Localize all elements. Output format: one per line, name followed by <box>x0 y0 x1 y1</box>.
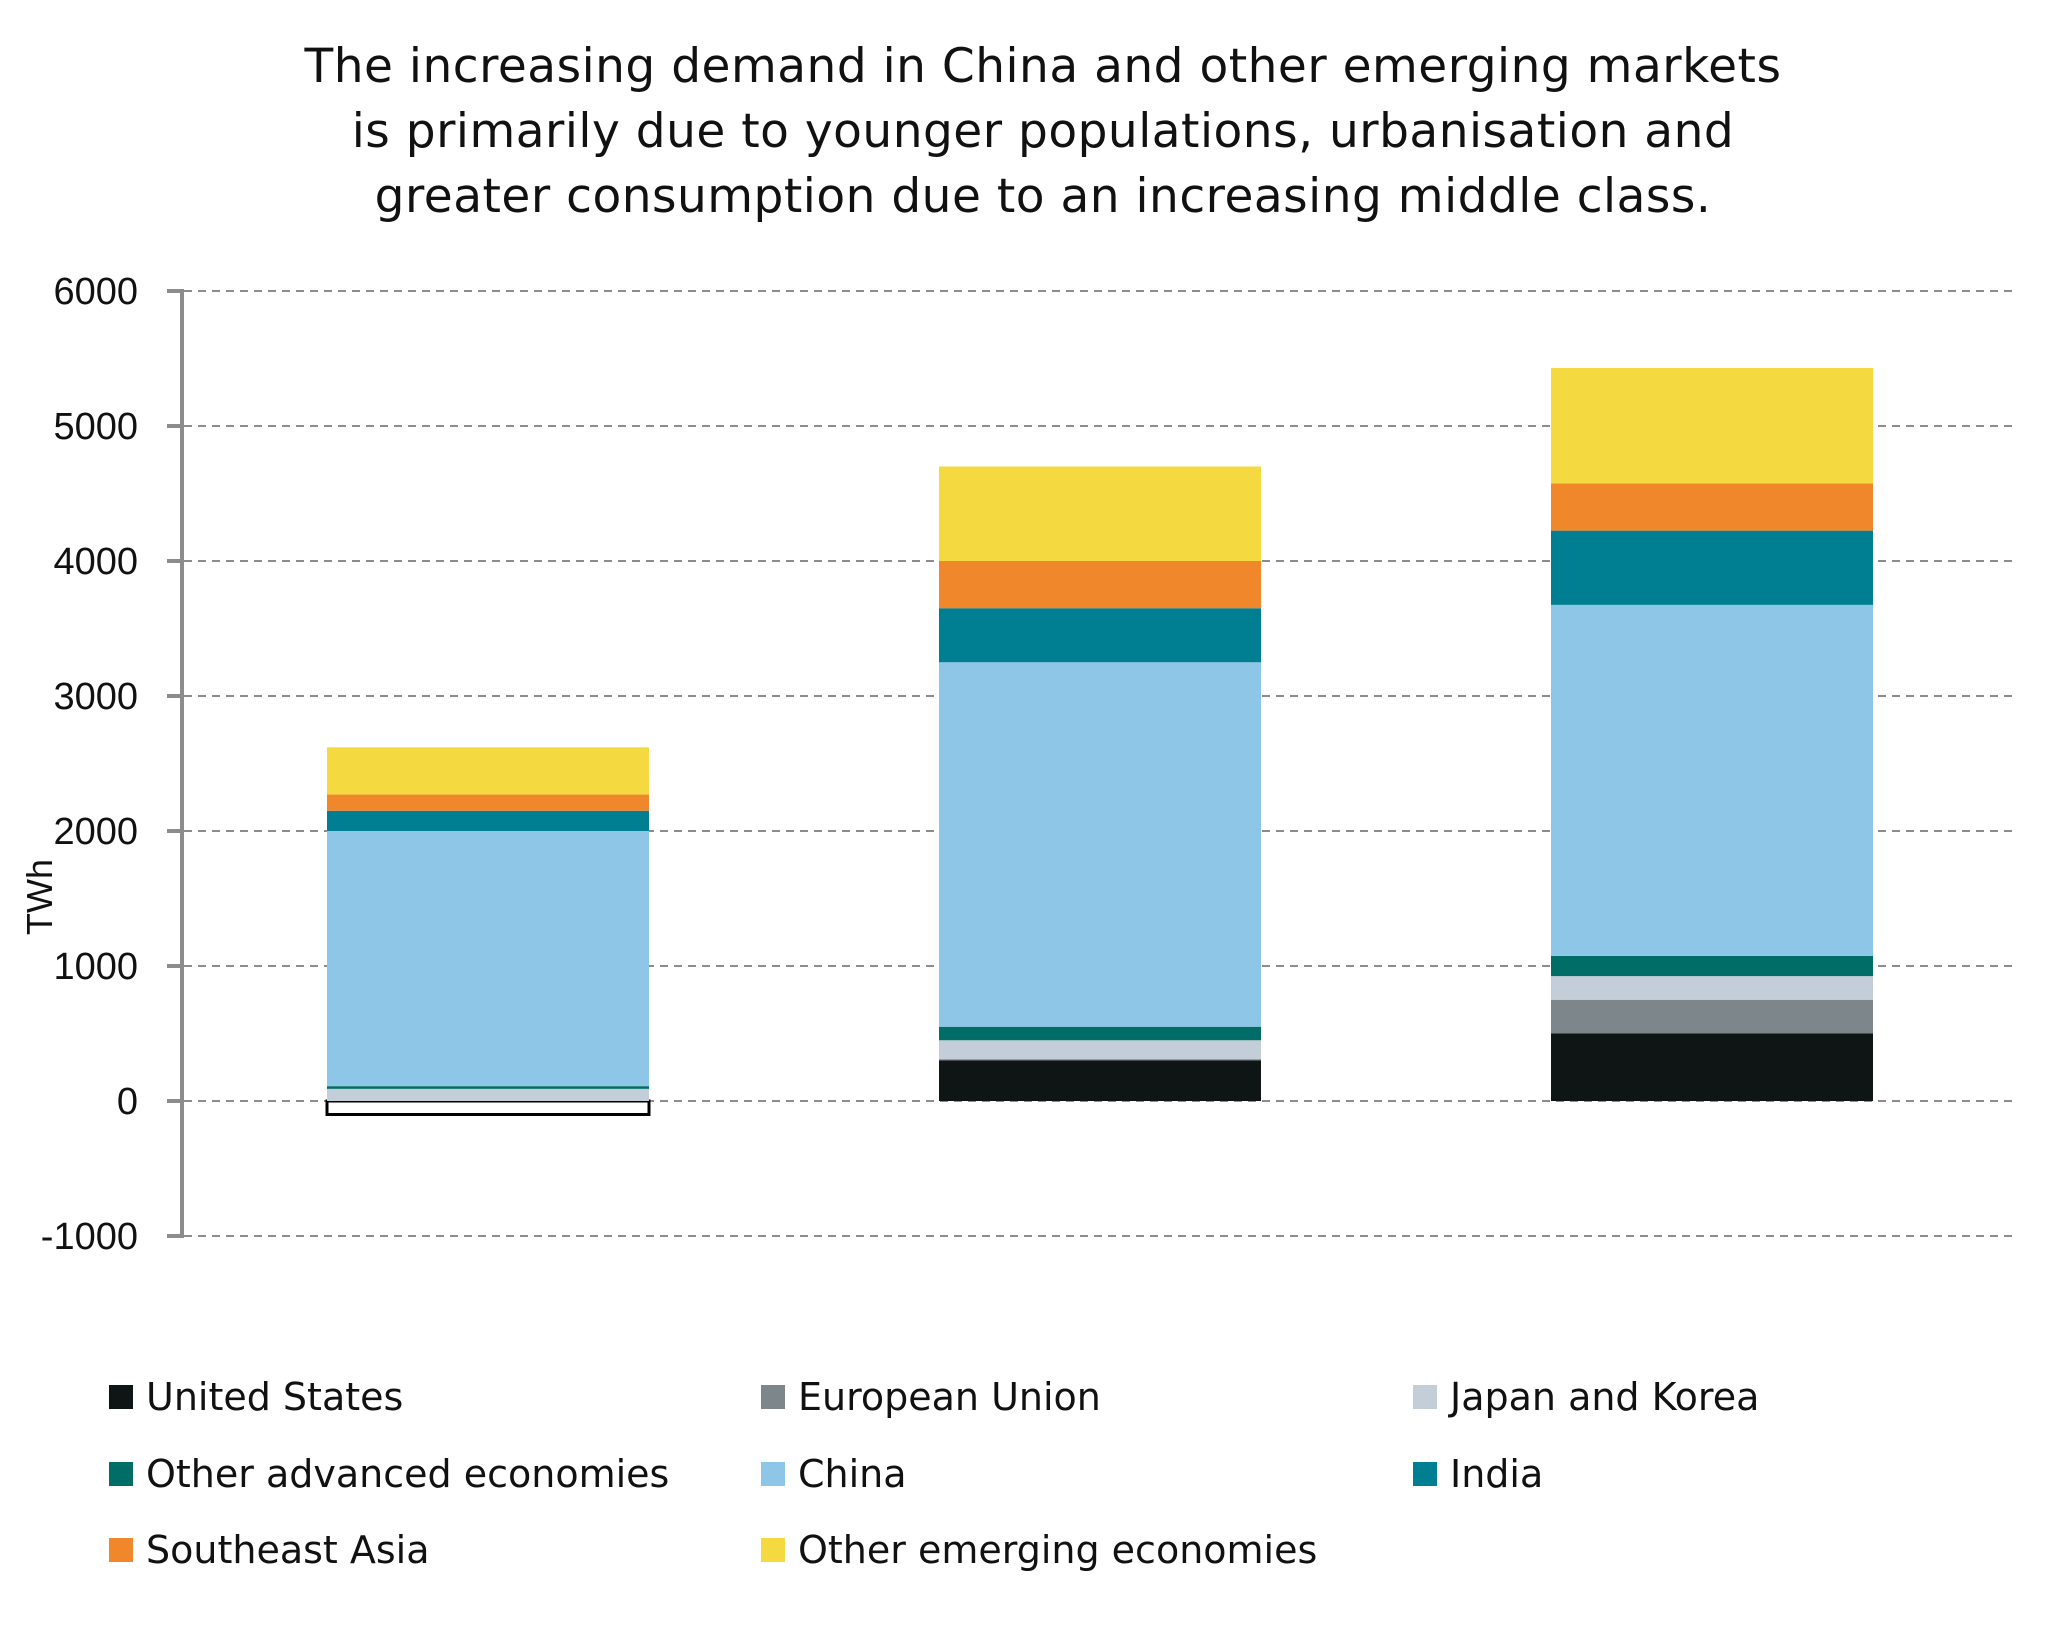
y-tick-label: -1000 <box>41 1216 138 1258</box>
legend-swatch-icon <box>109 1538 133 1562</box>
legend-swatch-icon <box>1413 1462 1437 1486</box>
legend-item-other-emerging-economies: Other emerging economies <box>761 1530 1317 1570</box>
bar-segment-other-emerging-economies <box>327 747 649 795</box>
y-tick-label: 4000 <box>53 541 138 583</box>
legend-label: China <box>798 1452 907 1496</box>
bar-segment-china <box>327 831 649 1087</box>
legend-swatch-icon <box>761 1385 785 1409</box>
bar-segment-united-states <box>1551 1033 1873 1101</box>
bar-segment-other-advanced-economies <box>1551 955 1873 977</box>
legend-label: Other advanced economies <box>146 1452 670 1496</box>
bar-segment-other-advanced-economies <box>939 1026 1261 1041</box>
bar-segment-other-emerging-economies <box>939 466 1261 561</box>
bar-segment-japan-and-korea <box>939 1040 1261 1060</box>
bar-segment-other-advanced-economies <box>327 1086 649 1089</box>
legend-label: Southeast Asia <box>146 1528 430 1572</box>
legend-item-india: India <box>1413 1454 1543 1494</box>
y-tick-label: 6000 <box>53 271 138 313</box>
bar-segment-china <box>1551 604 1873 956</box>
chart-title: The increasing demand in China and other… <box>0 34 2068 229</box>
legend-swatch-icon <box>761 1538 785 1562</box>
legend-swatch-icon <box>109 1462 133 1486</box>
legend-label: India <box>1450 1452 1544 1496</box>
bar-segment-china <box>939 662 1261 1027</box>
bar-segment-united-states <box>325 1099 651 1116</box>
legend-label: United States <box>146 1375 404 1419</box>
y-tick-label: 0 <box>117 1081 138 1123</box>
bar-segment-southeast-asia <box>327 794 649 811</box>
bar-stack-3 <box>1551 367 1873 1101</box>
legend-label: Other emerging economies <box>798 1528 1318 1572</box>
bar-segment-united-states <box>939 1060 1261 1101</box>
bar-segment-southeast-asia <box>939 561 1261 609</box>
bar-segment-southeast-asia <box>1551 483 1873 531</box>
legend-item-united-states: United States <box>109 1377 403 1417</box>
bar-segment-japan-and-korea <box>1551 976 1873 1000</box>
legend-swatch-icon <box>1413 1385 1437 1409</box>
legend-label: Japan and Korea <box>1450 1375 1760 1419</box>
legend-item-other-advanced-economies: Other advanced economies <box>109 1454 669 1494</box>
bar-segment-other-emerging-economies <box>1551 367 1873 484</box>
y-tick-label: 3000 <box>53 676 138 718</box>
bar-segment-india <box>939 608 1261 663</box>
y-axis: -1000 0 1000 2000 3000 4000 5000 6000 <box>41 271 184 1258</box>
y-axis-title: TWh <box>19 859 60 935</box>
bars <box>325 367 1873 1116</box>
legend-item-european-union: European Union <box>761 1377 1101 1417</box>
bar-segment-european-union <box>939 1059 1261 1061</box>
y-tick-label: 1000 <box>53 946 138 988</box>
chart-title-line-1: The increasing demand in China and other… <box>304 39 1782 94</box>
bar-stack-1 <box>325 747 651 1116</box>
legend-item-southeast-asia: Southeast Asia <box>109 1530 430 1570</box>
legend-label: European Union <box>798 1375 1101 1419</box>
legend-item-china: China <box>761 1454 907 1494</box>
y-tick-label: 2000 <box>53 811 138 853</box>
bar-segment-european-union <box>1551 999 1873 1034</box>
y-tick-label: 5000 <box>53 406 138 448</box>
legend-swatch-icon <box>761 1462 785 1486</box>
legend-swatch-icon <box>109 1385 133 1409</box>
chart-title-line-2: is primarily due to younger populations,… <box>351 104 1735 159</box>
bar-stack-2 <box>939 466 1261 1101</box>
legend-item-japan-and-korea: Japan and Korea <box>1413 1377 1759 1417</box>
bar-segment-japan-and-korea <box>327 1088 649 1101</box>
bar-segment-india <box>1551 530 1873 605</box>
bar-segment-india <box>327 810 649 831</box>
chart-title-line-3: greater consumption due to an increasing… <box>374 169 1712 224</box>
